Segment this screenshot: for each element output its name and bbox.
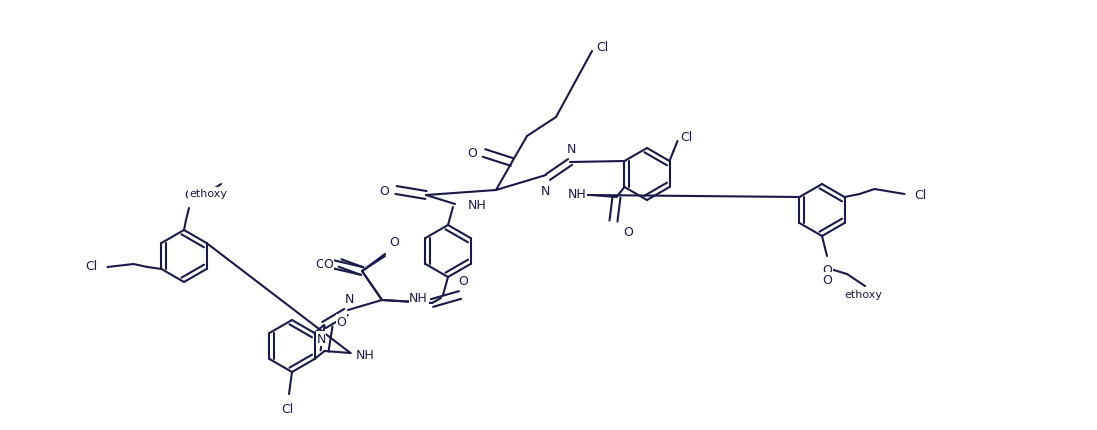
Text: O: O: [315, 257, 325, 270]
Text: O: O: [389, 236, 399, 249]
Text: O: O: [467, 146, 477, 159]
Text: ethoxy: ethoxy: [844, 289, 882, 299]
Text: NH: NH: [568, 187, 587, 200]
Text: O: O: [324, 257, 333, 270]
Text: ethoxy: ethoxy: [189, 189, 227, 199]
Text: Cl: Cl: [680, 130, 693, 143]
Text: O: O: [391, 237, 400, 249]
Text: N: N: [541, 184, 550, 197]
Text: Cl: Cl: [915, 188, 927, 201]
Text: Cl: Cl: [281, 402, 293, 415]
Text: N: N: [566, 143, 576, 156]
Text: N: N: [316, 332, 326, 345]
Text: NH: NH: [468, 198, 487, 211]
Text: NH: NH: [409, 292, 428, 305]
Text: O: O: [822, 264, 832, 276]
Text: O: O: [380, 184, 389, 197]
Text: O: O: [623, 225, 633, 239]
Text: Cl: Cl: [86, 260, 98, 273]
Text: O: O: [822, 273, 832, 286]
Text: Cl: Cl: [596, 40, 608, 53]
Text: O: O: [337, 315, 347, 328]
Text: O: O: [184, 189, 194, 202]
Text: NH: NH: [355, 349, 374, 362]
Text: O: O: [459, 274, 468, 287]
Text: N: N: [344, 292, 353, 305]
